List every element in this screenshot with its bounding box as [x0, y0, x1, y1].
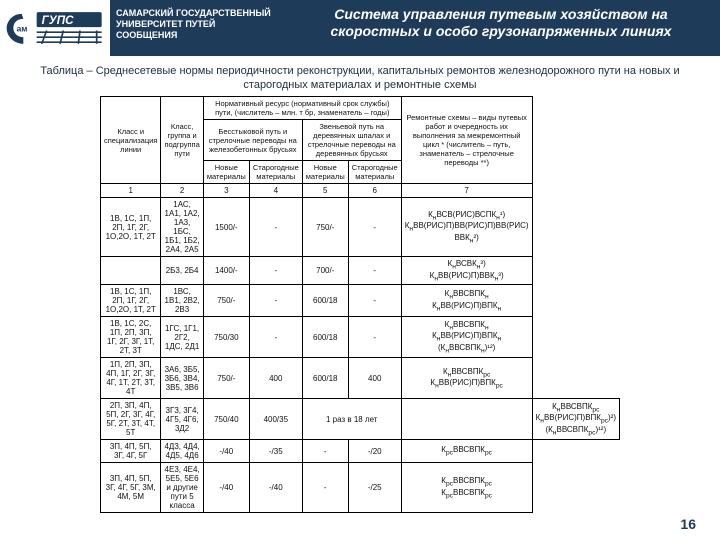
col-header-bs: Бесстыковой путь и стрелочные переводы н… — [203, 120, 302, 161]
university-logo: ам ГУПС — [0, 0, 110, 56]
table-row: 2П, 3П, 4П, 5П, 2Г, 3Г, 4Г, 5Г, 2Т, 3Т, … — [101, 399, 620, 440]
table-cell: -/25 — [348, 463, 401, 513]
table-cell: 1В, 1С, 1П, 2П, 1Г, 2Г, 1О,2О, 1Т, 2Т — [101, 285, 161, 317]
table-cell: 3Г3, 3Г4, 4Г5, 4Г6, 3Д2 — [161, 399, 203, 440]
table-cell: - — [302, 440, 348, 463]
table-cell: 1400/- — [203, 257, 249, 285]
table-cell: - — [249, 285, 302, 317]
col-header-zv: Звеньевой путь на деревянных шпалах и ст… — [302, 120, 401, 161]
page-number: 16 — [680, 516, 696, 532]
table-row: 3П, 4П, 5П, 3Г, 4Г, 5Г, 3М, 4М, 5М4Е3, 4… — [101, 463, 620, 513]
table-cell: -/20 — [348, 440, 401, 463]
table-cell: - — [348, 285, 401, 317]
table-cell: 1АС, 1А1, 1А2, 1А3, 1БС, 1Б1, 1Б2, 2А4, … — [161, 198, 203, 257]
table-cell: 600/18 — [302, 285, 348, 317]
table-caption: Таблица – Среднесетевые нормы периодично… — [40, 64, 680, 92]
main-table-wrap: Класс и специализация линии Класс, групп… — [100, 96, 620, 513]
col-header-1: Класс и специализация линии — [101, 97, 161, 184]
table-cell: 1В, 1С, 1П, 2П, 1Г, 2Г, 1О,2О, 1Т, 2Т — [101, 198, 161, 257]
table-cell: 4Е3, 4Е4, 5Е5, 5Е6 и другие пути 5 класс… — [161, 463, 203, 513]
main-table: Класс и специализация линии Класс, групп… — [100, 96, 620, 513]
table-numrow: 1 2 3 4 5 6 7 — [101, 184, 620, 198]
table-cell: - — [348, 257, 401, 285]
table-cell — [101, 257, 161, 285]
table-cell: КнВСВ(РИС)ВСПКн¹)КнВВ(РИС)П)ВВ(РИС)П)ВВ(… — [401, 198, 532, 257]
table-cell — [401, 399, 532, 440]
table-cell: КнВВСВПКнКнВВ(РИС)П)ВПКн(КнВВСВПКн)¹²) — [401, 317, 532, 358]
table-cell: 750/- — [203, 358, 249, 399]
svg-text:ам: ам — [17, 23, 28, 33]
col-header-7: Ремонтные схемы – виды путевых работ и о… — [401, 97, 532, 184]
table-cell: - — [249, 198, 302, 257]
table-header-row1: Класс и специализация линии Класс, групп… — [101, 97, 620, 120]
table-cell: 1500/- — [203, 198, 249, 257]
university-line1: САМАРСКИЙ ГОСУДАРСТВЕННЫЙ — [116, 8, 276, 19]
table-cell: КнВВСВПКнКнВВ(РИС)П)ВПКн — [401, 285, 532, 317]
table-cell: 3П, 4П, 5П, 3Г, 4Г, 5Г, 3М, 4М, 5М — [101, 463, 161, 513]
table-cell: -/40 — [249, 463, 302, 513]
table-cell: 3П, 4П, 5П, 3Г, 4Г, 5Г — [101, 440, 161, 463]
table-row: 1В, 1С, 2С, 1П, 2П, 3П, 1Г, 2Г, 3Г, 1Т, … — [101, 317, 620, 358]
table-cell: КнВВСВПКрсКнВВ(РИС)П)ВПКрс — [401, 358, 532, 399]
table-row: 1В, 1С, 1П, 2П, 1Г, 2Г, 1О,2О, 1Т, 2Т1АС… — [101, 198, 620, 257]
table-cell: 1П, 2П, 3П, 4П, 1Г, 2Г, 3Г, 4Г, 1Т, 2Т, … — [101, 358, 161, 399]
table-cell: -/35 — [249, 440, 302, 463]
table-cell: - — [348, 317, 401, 358]
table-cell: 2П, 3П, 4П, 5П, 2Г, 3Г, 4Г, 5Г, 2Т, 3Т, … — [101, 399, 161, 440]
table-cell: 1ВС, 1В1, 2В2, 2В3 — [161, 285, 203, 317]
table-row: 1П, 2П, 3П, 4П, 1Г, 2Г, 3Г, 4Г, 1Т, 2Т, … — [101, 358, 620, 399]
table-cell: 750/- — [203, 285, 249, 317]
table-cell: 4Д3, 4Д4, 4Д5, 4Д6 — [161, 440, 203, 463]
table-cell: 1ГС, 1Г1, 2Г2, 1ДС, 2Д1 — [161, 317, 203, 358]
col-header-2: Класс, группа и подгруппа пути — [161, 97, 203, 184]
table-cell: 1В, 1С, 2С, 1П, 2П, 3П, 1Г, 2Г, 3Г, 1Т, … — [101, 317, 161, 358]
table-cell: - — [348, 198, 401, 257]
table-cell: 700/- — [302, 257, 348, 285]
table-row: 3П, 4П, 5П, 3Г, 4Г, 5Г4Д3, 4Д4, 4Д5, 4Д6… — [101, 440, 620, 463]
table-cell: 1 раз в 18 лет — [302, 399, 401, 440]
header-bar: ам ГУПС САМАРСКИЙ ГОСУДАРСТВЕННЫЙ УНИВЕР… — [0, 0, 720, 56]
university-line2: УНИВЕРСИТЕТ ПУТЕЙ СООБЩЕНИЯ — [116, 19, 276, 41]
table-cell: КнВСВКн³)КнВВ(РИС)П)ВВКн³) — [401, 257, 532, 285]
table-cell: 750/- — [302, 198, 348, 257]
table-cell: - — [249, 257, 302, 285]
table-row: 1В, 1С, 1П, 2П, 1Г, 2Г, 1О,2О, 1Т, 2Т1ВС… — [101, 285, 620, 317]
table-cell: 600/18 — [302, 358, 348, 399]
col-header-5: Новые материалы — [302, 161, 348, 184]
university-name: САМАРСКИЙ ГОСУДАРСТВЕННЫЙ УНИВЕРСИТЕТ ПУ… — [110, 0, 282, 56]
table-cell: 400 — [348, 358, 401, 399]
table-cell: 400/35 — [249, 399, 302, 440]
table-cell: - — [249, 317, 302, 358]
page-title: Система управления путевым хозяйством на… — [282, 0, 720, 56]
table-cell: 2Б3, 2Б4 — [161, 257, 203, 285]
table-cell: КрсВВСВПКрсКрсВВСВПКрс — [401, 463, 532, 513]
table-cell: 600/18 — [302, 317, 348, 358]
table-row: 2Б3, 2Б41400/--700/--КнВСВКн³)КнВВ(РИС)П… — [101, 257, 620, 285]
col-header-6: Старогодные материалы — [348, 161, 401, 184]
col-header-3: Новые материалы — [203, 161, 249, 184]
table-cell: - — [302, 463, 348, 513]
table-cell: КнВВСВПКрсКнВВ(РИС)П)ВПКрс)²)(КнВВСВПКрс… — [532, 399, 619, 440]
table-cell: 750/40 — [203, 399, 249, 440]
table-cell: 400 — [249, 358, 302, 399]
table-cell: 3А6, 3Б5, 3Б6, 3В4, 3В5, 3В6 — [161, 358, 203, 399]
table-cell: -/40 — [203, 440, 249, 463]
table-body: 1В, 1С, 1П, 2П, 1Г, 2Г, 1О,2О, 1Т, 2Т1АС… — [101, 198, 620, 513]
table-cell: -/40 — [203, 463, 249, 513]
col-header-4: Старогодные материалы — [249, 161, 302, 184]
col-header-norm: Нормативный ресурс (нормативный срок слу… — [203, 97, 401, 120]
table-cell: 750/30 — [203, 317, 249, 358]
logo-svg: ам ГУПС — [5, 6, 105, 50]
svg-text:ГУПС: ГУПС — [42, 14, 74, 27]
table-cell: КрсВВСВПКрс — [401, 440, 532, 463]
